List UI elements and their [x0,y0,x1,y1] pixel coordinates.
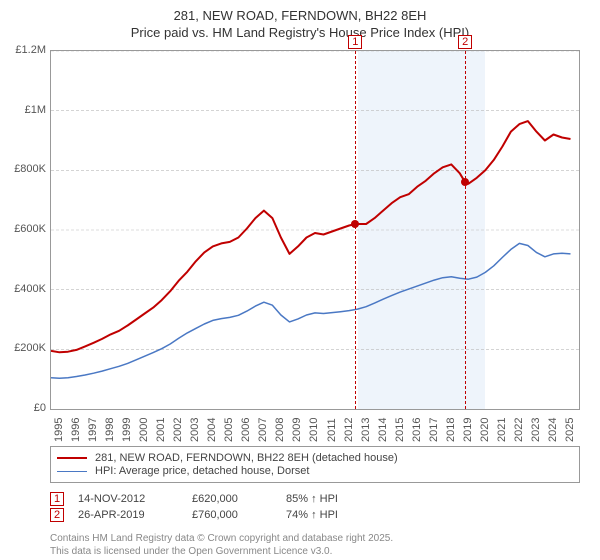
x-tick-label: 2008 [274,418,286,442]
sale-marker-box: 1 [50,492,64,506]
x-tick-label: 2020 [479,418,491,442]
series-line [51,121,571,352]
sale-hpi: 74% ↑ HPI [286,509,338,521]
sale-marker-line [465,51,466,409]
x-tick-label: 2022 [513,418,525,442]
sales-list: 1 14-NOV-2012 £620,000 85% ↑ HPI 2 26-AP… [50,490,580,524]
x-tick-label: 2021 [496,418,508,442]
x-tick-label: 1995 [53,418,65,442]
chart-title-line2: Price paid vs. HM Land Registry's House … [0,25,600,40]
y-tick-label: £0 [34,402,46,414]
sale-price: £760,000 [192,509,272,521]
x-tick-label: 2002 [172,418,184,442]
x-tick-label: 2016 [411,418,423,442]
sale-marker-box: 1 [348,35,362,49]
footer-line1: Contains HM Land Registry data © Crown c… [50,532,580,545]
legend-item: HPI: Average price, detached house, Dors… [57,465,573,477]
x-tick-label: 2011 [326,418,338,442]
y-tick-label: £200K [14,342,46,354]
x-tick-label: 2015 [394,418,406,442]
x-tick-label: 2014 [377,418,389,442]
x-tick-label: 2010 [308,418,320,442]
x-tick-label: 2007 [257,418,269,442]
sale-hpi: 85% ↑ HPI [286,493,338,505]
x-tick-label: 2025 [564,418,576,442]
y-tick-label: £1M [25,104,46,116]
legend-item: 281, NEW ROAD, FERNDOWN, BH22 8EH (detac… [57,452,573,464]
sale-date: 14-NOV-2012 [78,493,178,505]
x-tick-label: 2013 [360,418,372,442]
legend-label: 281, NEW ROAD, FERNDOWN, BH22 8EH (detac… [95,452,398,464]
plot-area: 12 [50,50,580,410]
legend-label: HPI: Average price, detached house, Dors… [95,465,309,477]
x-tick-label: 2004 [206,418,218,442]
x-tick-label: 2000 [138,418,150,442]
x-tick-label: 1997 [87,418,99,442]
chart-title-line1: 281, NEW ROAD, FERNDOWN, BH22 8EH [0,8,600,23]
sale-marker-box: 2 [458,35,472,49]
y-tick-label: £800K [14,163,46,175]
x-tick-label: 1998 [104,418,116,442]
x-tick-label: 2003 [189,418,201,442]
footer-line2: This data is licensed under the Open Gov… [50,545,580,558]
sale-point-dot [351,220,359,228]
sale-row: 2 26-APR-2019 £760,000 74% ↑ HPI [50,508,580,522]
x-tick-label: 2017 [428,418,440,442]
sale-point-dot [461,178,469,186]
plot-svg [51,51,579,409]
y-tick-label: £600K [14,223,46,235]
series-line [51,243,571,378]
x-tick-label: 2001 [155,418,167,442]
x-tick-label: 1999 [121,418,133,442]
sale-row: 1 14-NOV-2012 £620,000 85% ↑ HPI [50,492,580,506]
sale-date: 26-APR-2019 [78,509,178,521]
x-tick-label: 2012 [343,418,355,442]
sale-marker-line [355,51,356,409]
x-tick-label: 1996 [70,418,82,442]
sale-price: £620,000 [192,493,272,505]
x-tick-label: 2006 [240,418,252,442]
sale-marker-box: 2 [50,508,64,522]
x-tick-label: 2005 [223,418,235,442]
footer-attribution: Contains HM Land Registry data © Crown c… [50,532,580,558]
y-tick-label: £400K [14,283,46,295]
x-tick-label: 2018 [445,418,457,442]
x-tick-label: 2024 [547,418,559,442]
x-tick-label: 2009 [291,418,303,442]
legend-swatch [57,457,87,459]
legend-swatch [57,471,87,472]
legend: 281, NEW ROAD, FERNDOWN, BH22 8EH (detac… [50,446,580,483]
chart-title-block: 281, NEW ROAD, FERNDOWN, BH22 8EH Price … [0,8,600,40]
x-tick-label: 2019 [462,418,474,442]
y-tick-label: £1.2M [15,44,46,56]
x-tick-label: 2023 [530,418,542,442]
